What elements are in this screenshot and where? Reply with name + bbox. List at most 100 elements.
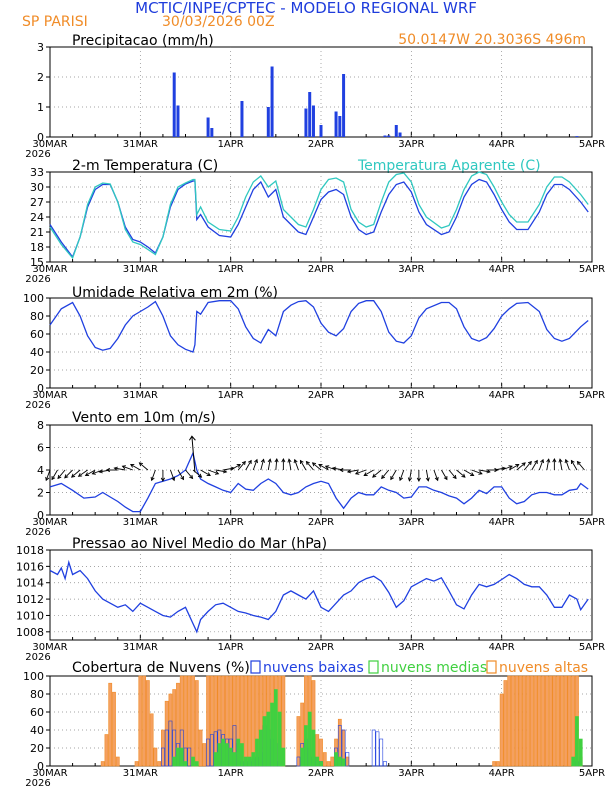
wind-arrow: [57, 469, 66, 479]
press-year-label: 2026: [25, 652, 50, 663]
wind-arrow-head: [576, 460, 581, 466]
wind-arrow-head: [570, 459, 575, 465]
wind-arrow-head: [293, 458, 298, 464]
wind-arrow: [425, 469, 429, 481]
precip-panel: 0 1 2 3 30MAR 31MAR 1APR 2APR 3APR 4APR 5APR 2026: [25, 41, 605, 160]
temp-day-label: 4APR: [489, 264, 515, 275]
wind-arrow: [151, 469, 156, 481]
wind-arrow-head: [222, 469, 228, 474]
wind-arrow: [122, 465, 133, 471]
wind-arrow-head: [434, 476, 439, 482]
wind-arrow-head: [461, 473, 466, 478]
cloud-bar-nuvens-medias: [183, 761, 188, 767]
wind-arrow: [51, 469, 58, 480]
cloud-bar-nuvens-medias: [240, 743, 244, 767]
wind-arrow-head: [331, 466, 337, 471]
temp-day-label: 31MAR: [123, 264, 158, 275]
wind-arrow-head: [160, 477, 165, 482]
rh-ytick-label: 40: [30, 346, 44, 359]
wind-arrow-head: [64, 474, 69, 479]
cloud-bar-nuvens-medias: [262, 716, 267, 767]
cloud-bar-nuvens-altas: [168, 693, 173, 767]
wind-arrow-head: [534, 459, 538, 465]
rh-ytick-label: 60: [30, 328, 44, 341]
wind-arrow: [245, 460, 252, 471]
wind-arrow: [546, 459, 550, 471]
clouds-year-label: 2026: [25, 778, 50, 789]
wind-arrow: [114, 467, 126, 471]
legend-low-label: nuvens baixas: [263, 660, 364, 676]
wind-ytick-label: 2: [37, 487, 44, 500]
cloud-bar-nuvens-medias: [281, 747, 286, 767]
cloud-bar-nuvens-altas: [492, 761, 497, 767]
wind-arrow-head: [70, 473, 76, 478]
precip-bar: [394, 125, 398, 137]
wind-arrow: [381, 469, 390, 479]
wind-arrow-head: [189, 474, 194, 480]
wind-arrow: [85, 469, 96, 476]
wind-arrow-head: [274, 458, 279, 463]
station-coords: 50.0147W 20.3036S 496m: [398, 32, 586, 48]
wind-arrow-head: [339, 467, 344, 473]
wind-arrow-head: [540, 458, 545, 464]
wind-arrow-head: [399, 476, 403, 482]
temp-ytick-label: 30: [30, 181, 44, 194]
wind-arrow-head: [372, 473, 377, 478]
wind-arrow: [448, 469, 457, 479]
cloud-bar-nuvens-altas: [537, 675, 542, 767]
wind-arrow: [237, 461, 246, 471]
wind-arrow-head: [407, 477, 412, 482]
cloud-bar-nuvens-medias: [337, 756, 342, 767]
cloud-bar-nuvens-medias: [578, 738, 583, 767]
cloud-bar-nuvens-altas: [507, 675, 512, 767]
cloud-bar-nuvens-altas: [209, 675, 214, 767]
press-ytick-label: 1016: [16, 560, 44, 573]
cloud-bar-nuvens-altas: [198, 729, 203, 767]
wind-arrow: [71, 469, 81, 478]
cloud-bar-nuvens-medias: [575, 716, 579, 767]
wind-arrow: [372, 469, 382, 478]
wind-arrow-head: [346, 469, 352, 474]
wind-arrow-head: [254, 458, 258, 464]
cloud-bar-nuvens-altas: [567, 675, 572, 767]
cloud-bar-nuvens-baixas: [371, 729, 376, 767]
wind-arrow-head: [546, 458, 551, 463]
cloud-bar-nuvens-baixas: [383, 761, 387, 767]
cloud-bar-nuvens-medias: [341, 758, 346, 767]
precip-day-label: 3APR: [398, 139, 424, 150]
wind-arrow-head: [311, 462, 317, 467]
clouds-day-label: 31MAR: [123, 768, 158, 779]
cloud-bar-nuvens-medias: [217, 743, 222, 767]
cloud-bar-nuvens-medias: [176, 747, 180, 767]
wind-title: Vento em 10m (m/s): [72, 410, 216, 426]
wind-arrow-head: [521, 462, 526, 467]
wind-arrow: [200, 469, 211, 476]
wind-arrow-head: [324, 465, 330, 470]
wind-arrow-head: [494, 467, 499, 473]
cloud-bar-nuvens-altas: [108, 682, 113, 767]
rh-title: Umidade Relativa em 2m (%): [72, 285, 278, 301]
wind-arrow: [139, 462, 149, 471]
wind-arrow: [288, 459, 292, 471]
precip-bar: [308, 92, 312, 137]
cloud-bar-nuvens-medias: [221, 738, 226, 767]
wind-day-label: 2APR: [308, 517, 334, 528]
wind-arrow: [355, 469, 367, 475]
cloud-bar-nuvens-medias: [236, 738, 241, 767]
cloud-bar-nuvens-altas: [541, 675, 545, 767]
wind-ytick-label: 8: [37, 419, 44, 432]
cloud-bar-nuvens-medias: [247, 756, 252, 767]
cloud-bar-nuvens-medias: [194, 761, 199, 767]
press-panel: 1008 1010 1012 1014 1016 1018 30MAR 31MAR 1APR 2A…: [16, 544, 605, 663]
precip-bar: [176, 105, 180, 137]
wind-arrow: [363, 469, 374, 476]
cloud-bar-nuvens-altas: [345, 756, 350, 767]
cloud-bar-nuvens-altas: [552, 675, 557, 767]
legend-mid-label: nuvens medias: [381, 660, 487, 676]
wind-arrow-head: [150, 476, 155, 482]
wind-arrow: [170, 469, 175, 481]
temp-year-label: 2026: [25, 274, 50, 285]
rh-day-label: 3APR: [398, 390, 424, 401]
precip-bar: [387, 135, 391, 137]
